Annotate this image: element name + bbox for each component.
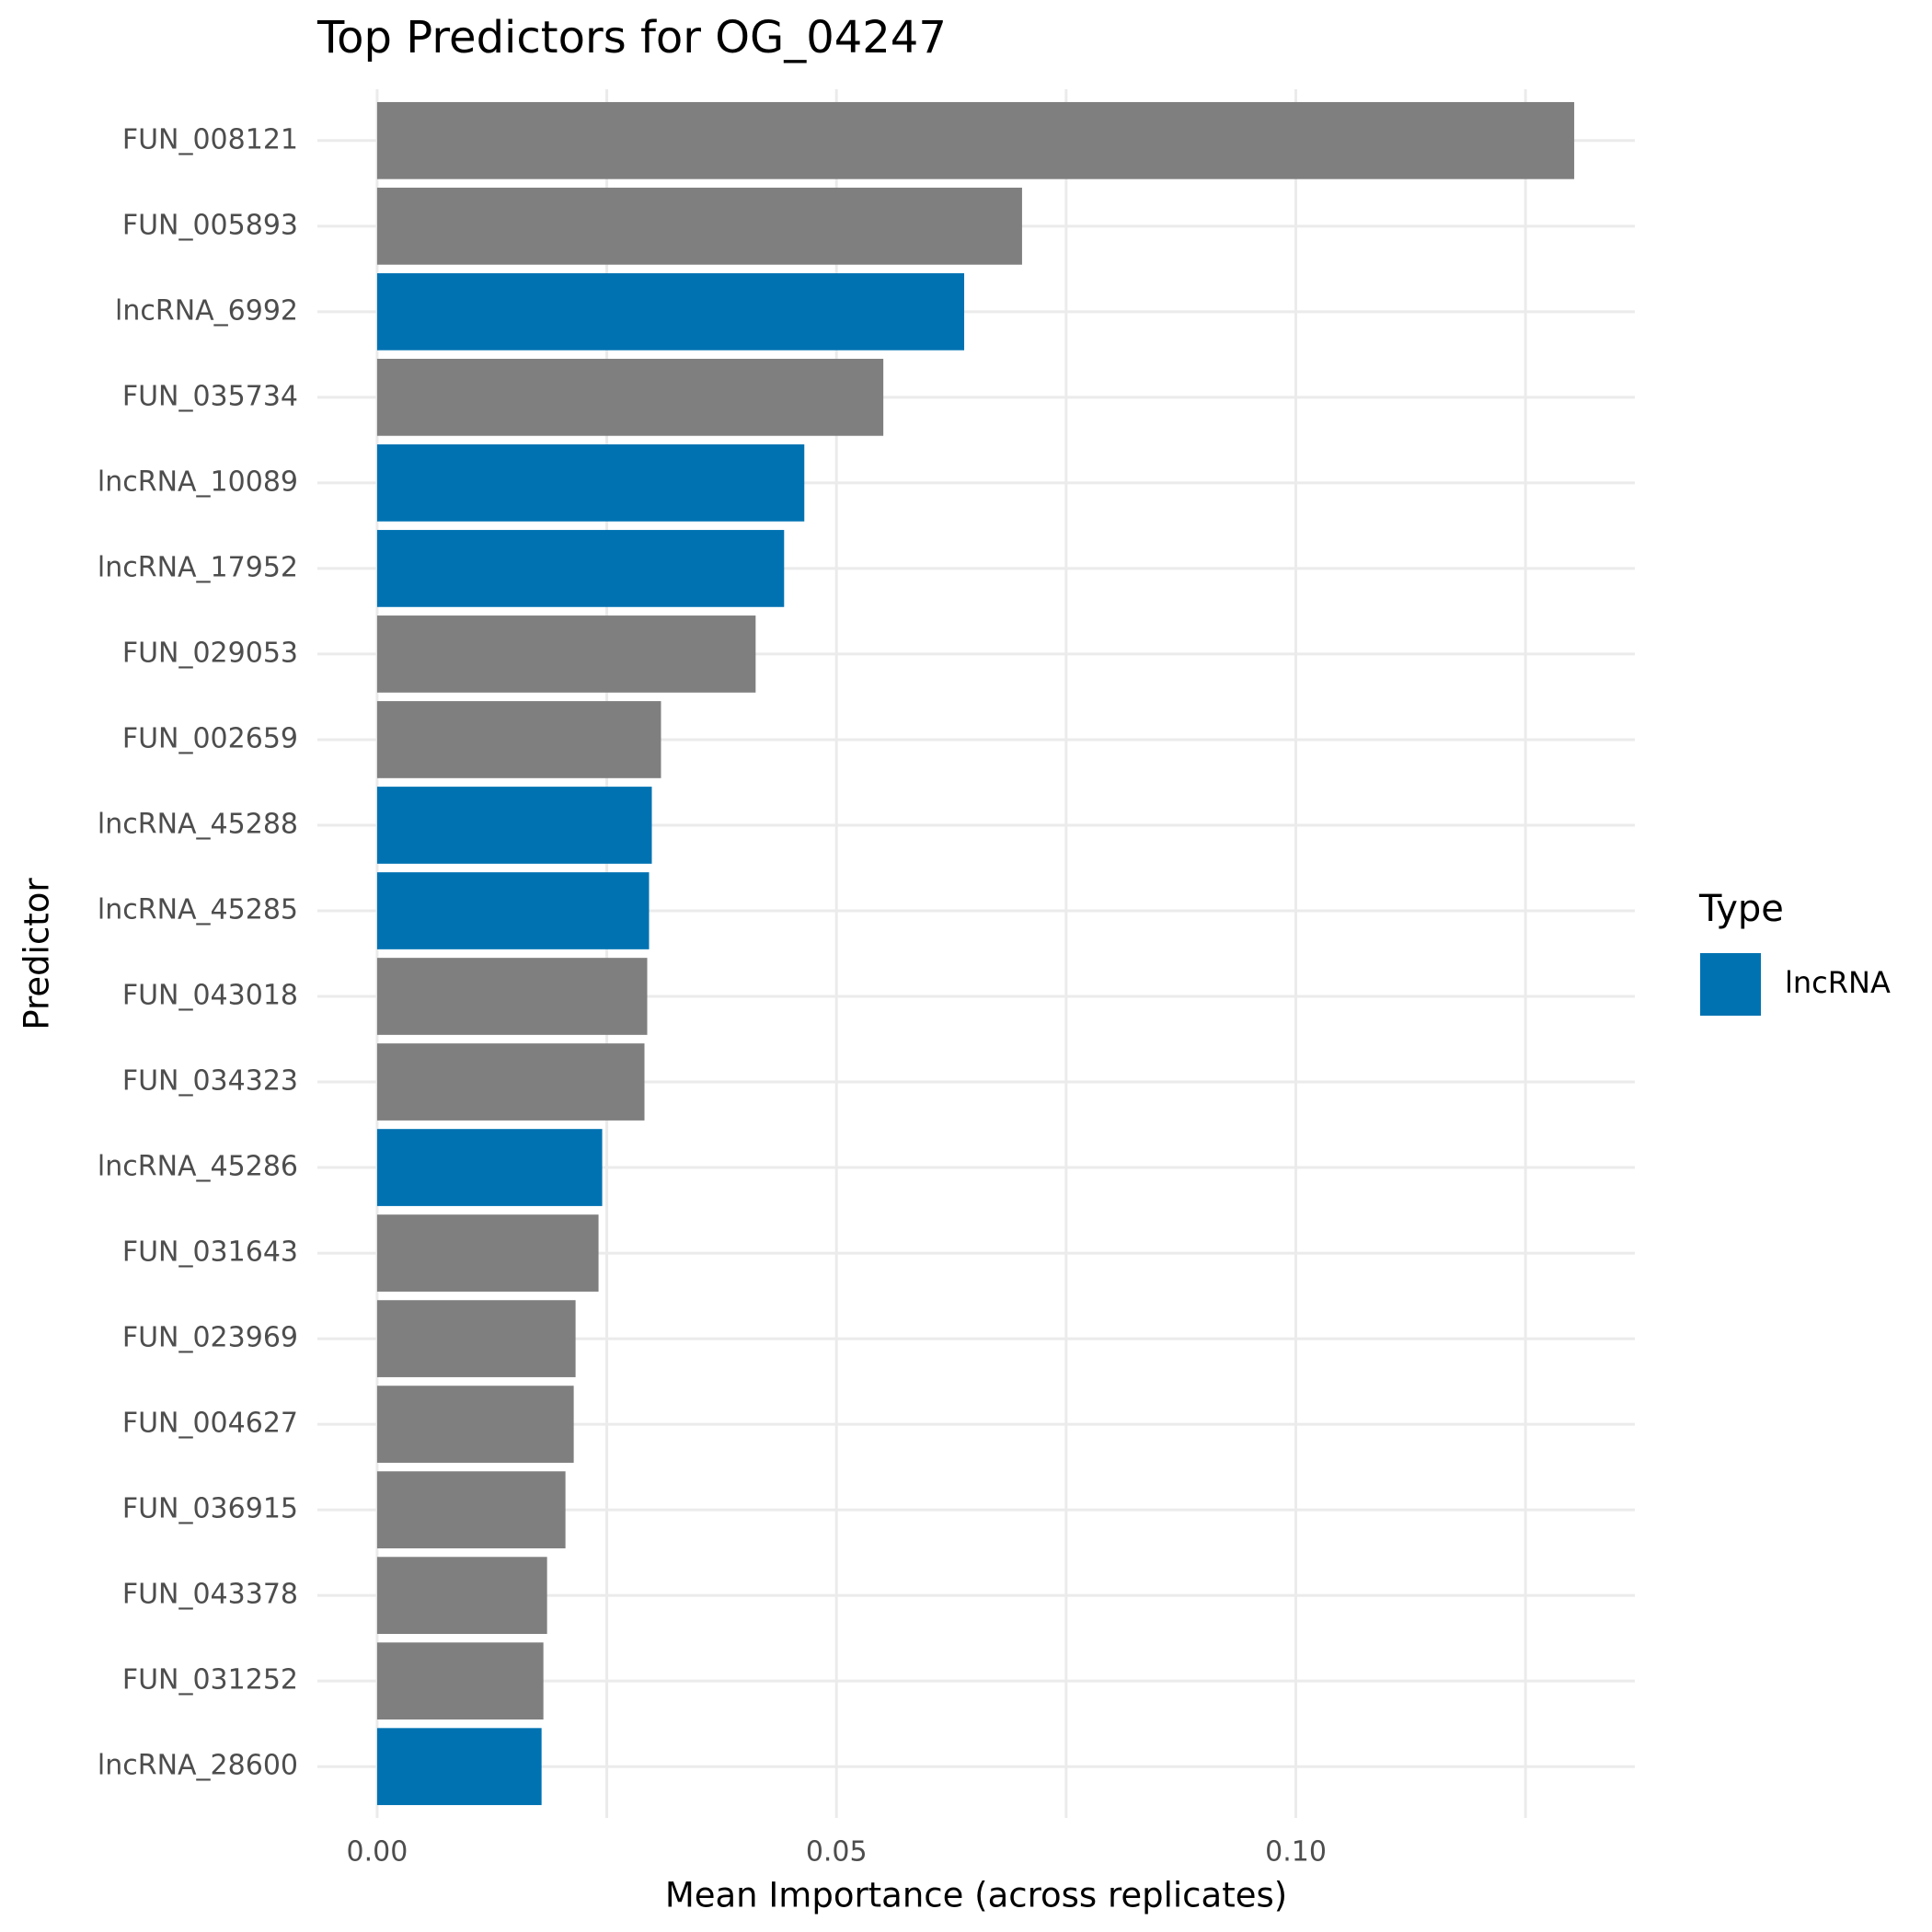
- chart-title: Top Predictors for OG_04247: [316, 12, 947, 63]
- x-axis-title: Mean Importance (across replicates): [665, 1876, 1287, 1915]
- bar: [376, 615, 756, 693]
- y-tick-label: FUN_031643: [122, 1236, 298, 1269]
- bar: [376, 1471, 566, 1548]
- y-tick-label: lncRNA_45286: [98, 1151, 298, 1183]
- legend-title: Type: [1698, 888, 1784, 930]
- legend-key: [1700, 953, 1761, 1016]
- y-axis-title: Predictor: [17, 878, 57, 1030]
- y-tick-label: FUN_008121: [122, 123, 298, 155]
- bar: [376, 958, 648, 1035]
- y-tick-label: FUN_005893: [122, 209, 298, 241]
- y-tick-label: lncRNA_17952: [98, 551, 298, 583]
- bar: [376, 1728, 542, 1806]
- bar: [376, 787, 652, 864]
- y-tick-label: lncRNA_45285: [98, 893, 298, 926]
- y-tick-label: lncRNA_10089: [98, 466, 298, 498]
- x-tick-label: 0.10: [1265, 1836, 1327, 1869]
- x-tick-label: 0.05: [806, 1836, 868, 1869]
- bar: [376, 1214, 599, 1292]
- bar: [376, 1129, 603, 1206]
- y-tick-label: FUN_034323: [122, 1065, 298, 1098]
- y-tick-label: FUN_004627: [122, 1408, 298, 1440]
- legend-label: lncRNA: [1785, 965, 1891, 1000]
- bar: [376, 530, 785, 607]
- y-tick-label: lncRNA_45288: [98, 808, 298, 840]
- bar: [376, 1557, 547, 1635]
- bar: [376, 101, 1575, 179]
- bar: [376, 701, 661, 778]
- bar: [376, 272, 965, 351]
- bar: [376, 1300, 576, 1377]
- x-tick-label: 0.00: [347, 1836, 408, 1869]
- y-tick-label: lncRNA_6992: [115, 294, 298, 327]
- bar: [376, 872, 650, 949]
- y-tick-label: FUN_002659: [122, 722, 298, 754]
- y-tick-label: FUN_023969: [122, 1322, 298, 1354]
- y-tick-label: FUN_029053: [122, 637, 298, 669]
- bar: [376, 444, 805, 522]
- y-tick-label: lncRNA_28600: [98, 1750, 298, 1782]
- y-tick-label: FUN_036915: [122, 1493, 298, 1525]
- bar: [376, 187, 1022, 265]
- y-tick-label: FUN_031252: [122, 1664, 298, 1696]
- bar: [376, 359, 884, 436]
- y-tick-label: FUN_035734: [122, 380, 298, 412]
- y-tick-label: FUN_043018: [122, 980, 298, 1012]
- bar: [376, 1043, 645, 1121]
- bar: [376, 1642, 544, 1720]
- bar: [376, 1386, 574, 1463]
- y-tick-label: FUN_043378: [122, 1579, 298, 1611]
